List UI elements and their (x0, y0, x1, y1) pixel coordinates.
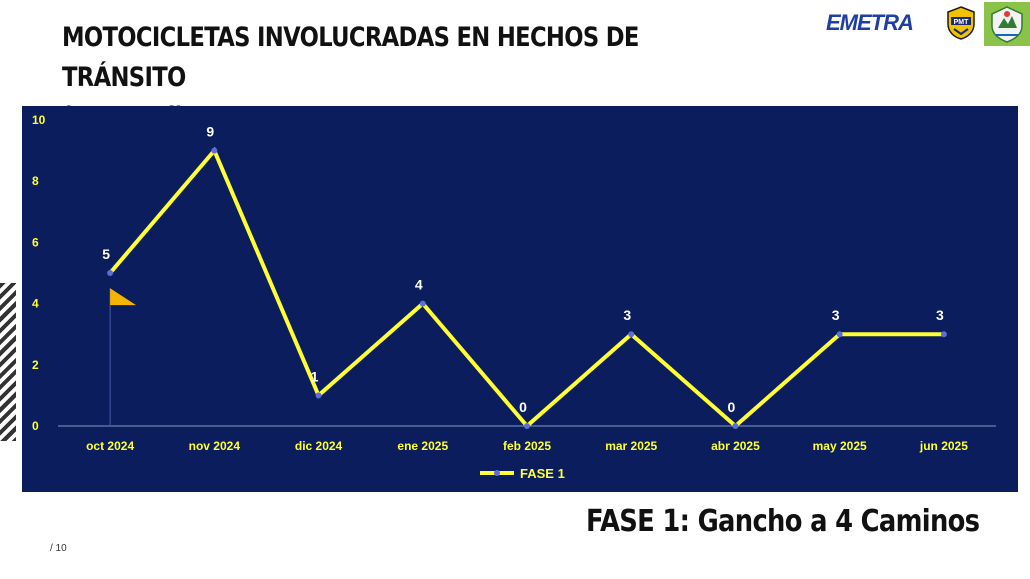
x-tick-label: jun 2025 (919, 439, 968, 453)
data-point (628, 331, 635, 338)
series-line-fase-1 (108, 146, 944, 429)
y-tick-label: 0 (32, 419, 39, 433)
flag-marker (110, 288, 137, 306)
data-point (419, 300, 426, 307)
data-point (107, 270, 114, 276)
data-label: 1 (311, 368, 319, 384)
data-point (732, 423, 739, 429)
data-point (315, 392, 322, 399)
y-tick-label: 2 (32, 358, 39, 372)
slide-subtitle: FASE 1: Gancho a 4 Caminos (586, 504, 980, 539)
y-tick-label: 8 (32, 174, 39, 188)
x-tick-label: ene 2025 (397, 439, 448, 453)
emetra-logo: EMETRA (826, 10, 914, 35)
data-label: 4 (415, 277, 423, 293)
data-label: 3 (623, 307, 631, 323)
x-tick-label: mar 2025 (605, 439, 657, 453)
data-label: 3 (936, 307, 944, 323)
data-point (211, 147, 218, 154)
y-tick-label: 10 (32, 113, 46, 127)
decorative-stripes (0, 283, 16, 441)
data-point (940, 331, 947, 338)
y-tick-label: 4 (32, 297, 39, 311)
pmt-logo-text: PMT (954, 19, 970, 26)
x-tick-label: oct 2024 (86, 439, 134, 453)
x-tick-label: nov 2024 (189, 439, 241, 453)
municipality-logo (984, 2, 1030, 46)
x-tick-label: abr 2025 (711, 439, 760, 453)
pmt-logo: PMT (947, 6, 975, 40)
slide-title: MOTOCICLETAS INVOLUCRADAS EN HECHOS DE T… (62, 18, 667, 138)
x-tick-label: feb 2025 (503, 439, 551, 453)
legend-swatch-marker (494, 470, 500, 476)
data-label: 9 (206, 124, 214, 140)
page-number: / 10 (50, 543, 67, 554)
data-label: 3 (832, 307, 840, 323)
title-line-1: MOTOCICLETAS INVOLUCRADAS EN HECHOS DE T… (62, 22, 639, 93)
data-label: 0 (728, 399, 736, 415)
legend-label: FASE 1 (520, 466, 565, 481)
chart-panel: 0 2 4 6 8 10 oct 2024 nov 2024 dic 2024 ene 2025 f… (22, 106, 1018, 492)
x-tick-label: may 2025 (813, 439, 867, 453)
y-tick-label: 6 (32, 235, 39, 249)
data-point (836, 331, 843, 338)
data-point (524, 423, 530, 429)
data-label: 5 (102, 246, 110, 262)
data-label: 0 (519, 399, 527, 415)
x-tick-label: dic 2024 (295, 439, 343, 453)
